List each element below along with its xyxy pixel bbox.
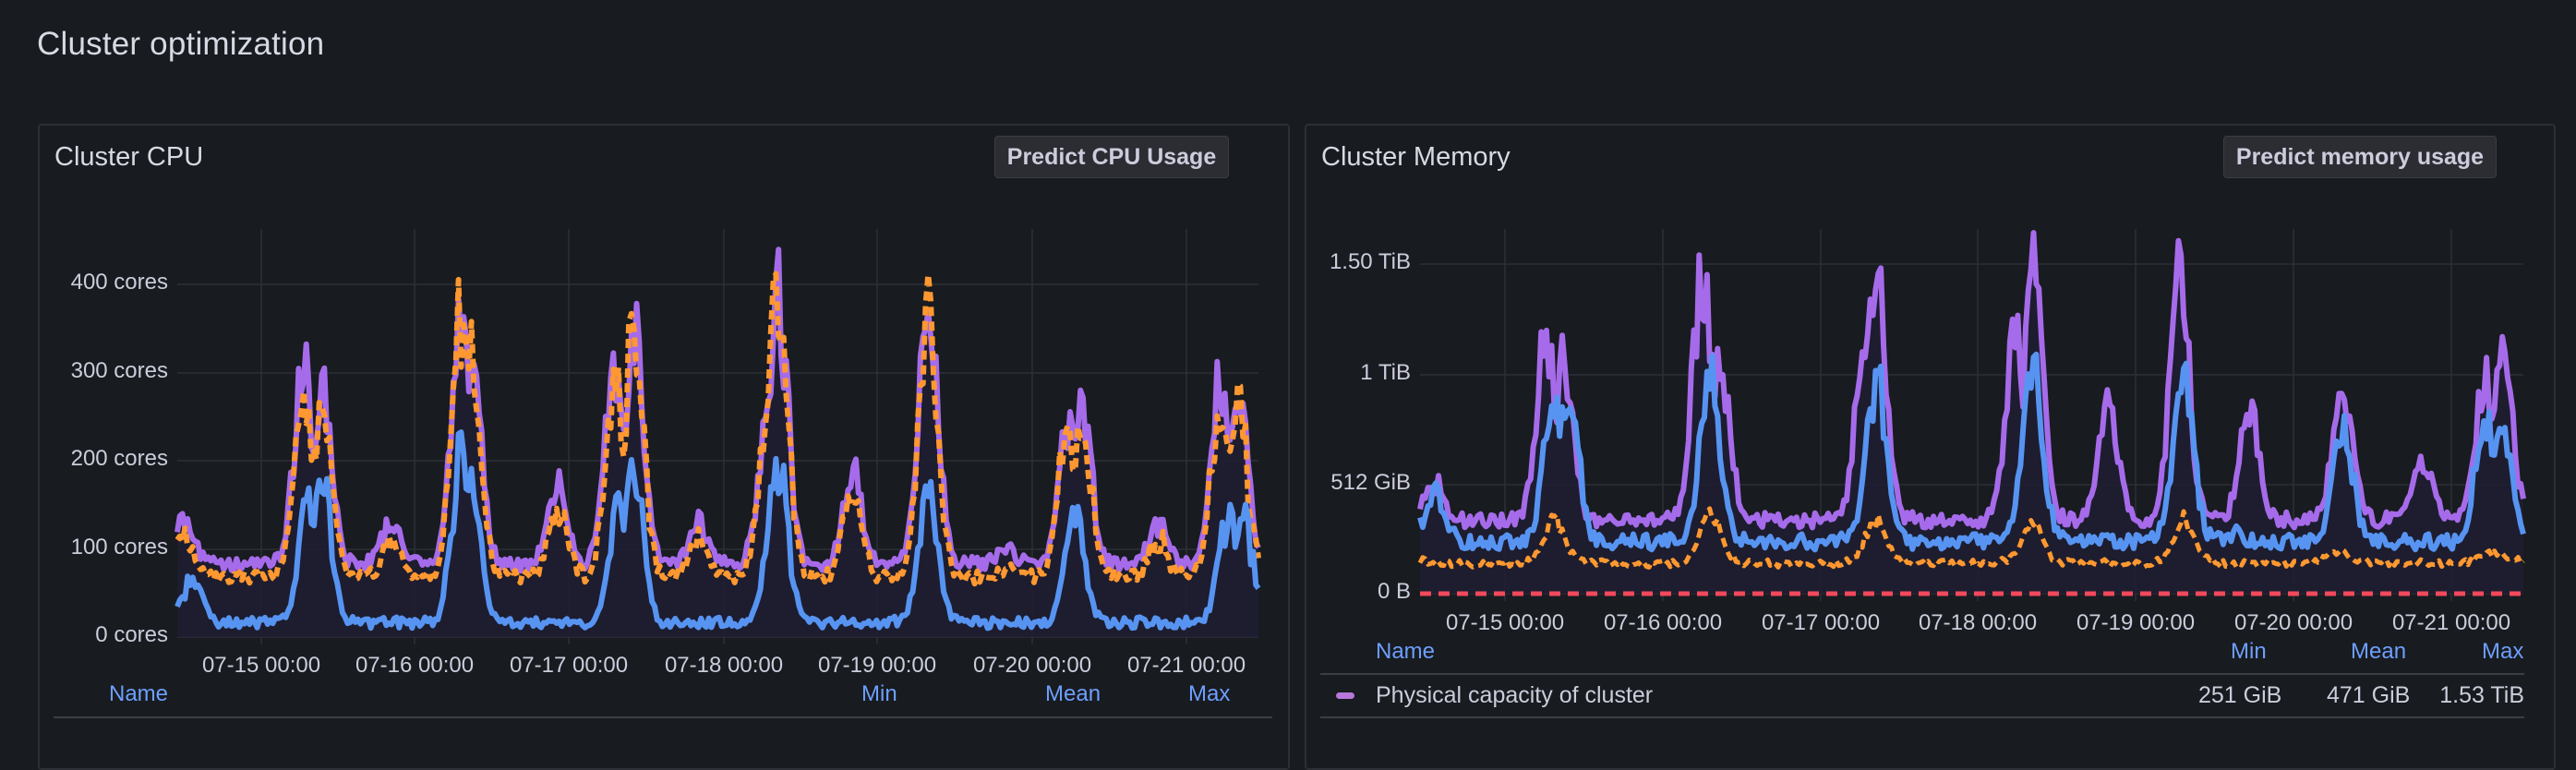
panel-title: Cluster Memory: [1321, 142, 1511, 172]
legend-series-name: Physical capacity of cluster: [1376, 682, 1654, 708]
x-tick-label: 07-16 00:00: [1603, 610, 1723, 635]
x-tick-label: 07-16 00:00: [355, 653, 475, 678]
legend-mean-value: 471 GiB: [2327, 682, 2411, 708]
y-tick-label: 100 cores: [70, 535, 168, 559]
x-tick-label: 07-17 00:00: [1761, 610, 1881, 635]
x-tick-label: 07-15 00:00: [1445, 610, 1565, 635]
legend-max-value: 1.53 TiB: [2439, 682, 2524, 708]
x-tick-label: 07-20 00:00: [972, 653, 1092, 678]
x-tick-label: 07-19 00:00: [817, 653, 937, 678]
x-tick-label: 07-15 00:00: [201, 653, 321, 678]
legend-divider: [1320, 716, 2524, 718]
x-tick-label: 07-19 00:00: [2076, 610, 2196, 635]
page-title: Cluster optimization: [37, 26, 325, 62]
y-tick-label: 400 cores: [70, 270, 168, 295]
predict-memory-usage-button[interactable]: Predict memory usage: [2223, 136, 2497, 178]
y-tick-label: 512 GiB: [1330, 470, 1411, 495]
legend-header-mean[interactable]: Mean: [2351, 639, 2407, 664]
y-tick-label: 1.50 TiB: [1329, 249, 1411, 274]
y-tick-label: 1 TiB: [1360, 360, 1411, 385]
x-tick-label: 07-20 00:00: [2233, 610, 2353, 635]
legend-divider: [1320, 673, 2524, 675]
y-tick-label: 0 B: [1377, 579, 1411, 604]
legend-header-name[interactable]: Name: [109, 681, 169, 706]
y-tick-label: 200 cores: [70, 446, 168, 471]
legend-header-mean[interactable]: Mean: [1045, 681, 1101, 706]
y-tick-label: 300 cores: [70, 358, 168, 383]
x-tick-label: 07-18 00:00: [664, 653, 784, 678]
legend-header-min[interactable]: Min: [861, 681, 897, 706]
x-tick-label: 07-21 00:00: [2391, 610, 2511, 635]
cpu-chart: [175, 229, 2526, 644]
predict-cpu-usage-button[interactable]: Predict CPU Usage: [994, 136, 1229, 178]
legend-header-max[interactable]: Max: [1188, 681, 1231, 706]
x-tick-label: 07-17 00:00: [509, 653, 629, 678]
legend-header-min[interactable]: Min: [2231, 639, 2267, 664]
panel-title: Cluster CPU: [54, 142, 204, 172]
x-tick-label: 07-21 00:00: [1126, 653, 1246, 678]
x-tick-label: 07-18 00:00: [1918, 610, 2038, 635]
legend-header-max[interactable]: Max: [2482, 639, 2524, 664]
legend-divider: [54, 716, 1272, 718]
legend-header-name[interactable]: Name: [1376, 639, 1436, 664]
y-tick-label: 0 cores: [95, 622, 168, 647]
legend-color-swatch: [1336, 692, 1354, 699]
legend-min-value: 251 GiB: [2198, 682, 2282, 708]
